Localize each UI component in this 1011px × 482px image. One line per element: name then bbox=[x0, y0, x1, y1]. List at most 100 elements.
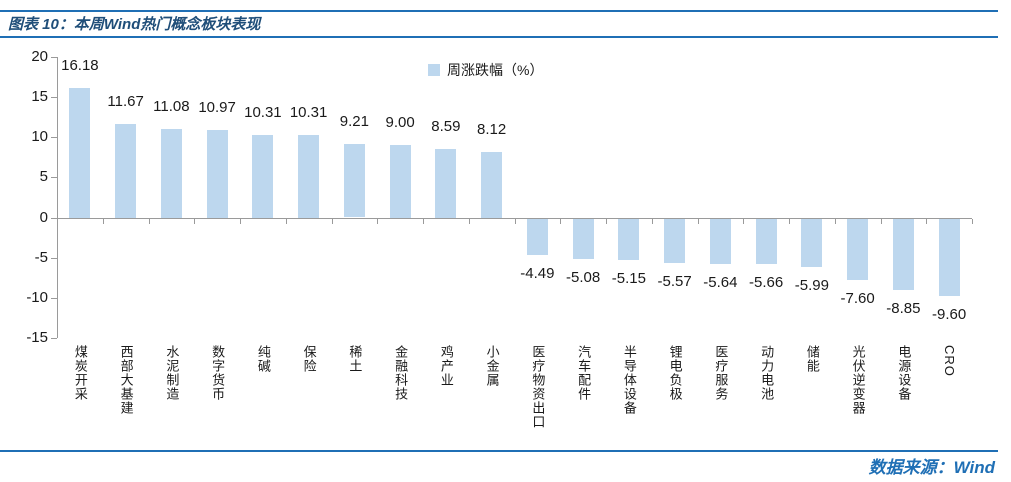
top-divider bbox=[0, 10, 998, 12]
x-axis-tick bbox=[880, 218, 882, 224]
x-axis-tick bbox=[102, 218, 104, 224]
x-axis-tick bbox=[423, 218, 424, 224]
bar bbox=[755, 218, 777, 264]
y-axis-tick-label: 0 bbox=[39, 208, 48, 226]
bar bbox=[206, 129, 228, 218]
value-label: 16.18 bbox=[61, 56, 99, 74]
y-axis-tick bbox=[51, 97, 57, 99]
y-axis-tick bbox=[51, 297, 57, 299]
value-label: -5.08 bbox=[565, 269, 601, 287]
category-label: 数字货币 bbox=[210, 345, 226, 401]
category-label: 动力电池 bbox=[759, 345, 775, 401]
category-label: 光伏逆变器 bbox=[850, 345, 866, 415]
value-label: 9.21 bbox=[339, 112, 369, 130]
y-axis-tick-label: 20 bbox=[31, 48, 48, 65]
x-axis-tick bbox=[743, 218, 745, 224]
bar bbox=[847, 218, 869, 280]
bar bbox=[343, 143, 365, 218]
x-axis-tick bbox=[651, 218, 653, 224]
category-label: 储能 bbox=[804, 345, 820, 373]
title-divider bbox=[0, 36, 998, 38]
category-label: 金融科技 bbox=[393, 345, 409, 401]
x-axis-tick bbox=[514, 218, 516, 224]
y-axis-tick bbox=[51, 338, 57, 339]
value-label: 10.31 bbox=[244, 103, 282, 121]
x-axis-tick bbox=[377, 218, 379, 224]
figure-title: 图表 10：本周Wind热门概念板块表现 bbox=[8, 13, 260, 34]
bar bbox=[801, 218, 823, 267]
value-label: -7.60 bbox=[840, 289, 875, 307]
bar bbox=[481, 152, 503, 218]
value-label: -5.15 bbox=[611, 269, 646, 287]
category-label: 汽车配件 bbox=[576, 345, 592, 401]
value-label: -5.57 bbox=[657, 273, 692, 291]
value-label: -5.66 bbox=[748, 274, 784, 291]
category-label: 纯碱 bbox=[255, 345, 271, 373]
category-label: 半导体设备 bbox=[621, 345, 637, 415]
bar bbox=[435, 148, 457, 218]
x-axis-tick bbox=[697, 218, 699, 224]
x-axis-tick bbox=[834, 218, 836, 224]
category-label: 医疗物资出口 bbox=[530, 345, 546, 429]
x-axis-tick bbox=[285, 218, 287, 224]
value-label: 10.31 bbox=[289, 103, 328, 121]
category-label: 煤炭开采 bbox=[72, 345, 88, 401]
category-label: 西部大基建 bbox=[118, 345, 134, 415]
bar bbox=[709, 218, 731, 264]
legend-swatch-icon bbox=[428, 64, 440, 76]
x-axis-tick bbox=[57, 218, 58, 224]
bar bbox=[664, 218, 686, 264]
bar bbox=[526, 218, 548, 255]
x-axis-tick bbox=[468, 218, 470, 224]
category-label: 医疗服务 bbox=[713, 345, 729, 401]
category-label: CRO bbox=[942, 345, 958, 377]
value-label: 10.97 bbox=[198, 98, 236, 116]
bar bbox=[69, 87, 91, 218]
y-axis-tick bbox=[51, 57, 57, 58]
y-axis-tick bbox=[51, 137, 57, 139]
value-label: -4.49 bbox=[520, 264, 555, 282]
bar bbox=[298, 134, 320, 218]
bar bbox=[618, 218, 640, 260]
y-axis bbox=[57, 57, 58, 338]
y-axis-tick-label: 15 bbox=[31, 88, 48, 106]
x-axis-tick bbox=[194, 218, 196, 224]
y-axis-tick-label: -10 bbox=[26, 288, 48, 306]
value-label: -8.85 bbox=[886, 299, 921, 317]
category-label: 小金属 bbox=[484, 345, 500, 387]
y-axis-tick bbox=[51, 177, 57, 179]
figure-title-text: 本周Wind热门概念板块表现 bbox=[73, 16, 261, 33]
x-axis-tick bbox=[789, 218, 790, 224]
y-axis-tick-label: 5 bbox=[39, 168, 48, 186]
figure-label: 图表 10： bbox=[8, 16, 74, 33]
bar bbox=[938, 218, 960, 296]
x-axis-tick bbox=[240, 218, 241, 224]
x-axis-tick bbox=[148, 218, 150, 224]
y-axis-tick bbox=[51, 257, 57, 259]
x-axis-tick bbox=[606, 218, 607, 224]
chart-legend: 周涨跌幅（%） bbox=[428, 60, 543, 80]
x-axis-tick bbox=[560, 218, 562, 224]
y-axis-tick-label: 10 bbox=[31, 128, 48, 146]
value-label: 11.08 bbox=[153, 97, 190, 115]
bar bbox=[892, 218, 914, 290]
category-label: 锂电负极 bbox=[667, 345, 683, 401]
bar bbox=[160, 128, 182, 218]
category-label: 电源设备 bbox=[896, 345, 912, 401]
legend-label: 周涨跌幅（%） bbox=[447, 62, 544, 78]
y-axis-tick bbox=[51, 217, 57, 219]
category-label: 保险 bbox=[301, 345, 317, 373]
category-label: 水泥制造 bbox=[164, 345, 180, 401]
data-source: 数据来源：Wind bbox=[868, 458, 995, 477]
value-label: 8.59 bbox=[431, 117, 461, 135]
bar bbox=[252, 134, 274, 218]
value-label: 8.12 bbox=[476, 121, 507, 139]
bar bbox=[115, 123, 137, 218]
value-label: -5.99 bbox=[794, 276, 829, 294]
y-axis-tick-label: -15 bbox=[26, 329, 48, 346]
x-axis-tick bbox=[331, 218, 333, 224]
value-label: -9.60 bbox=[931, 305, 967, 323]
bottom-divider bbox=[0, 450, 998, 452]
category-label: 稀土 bbox=[347, 345, 363, 373]
